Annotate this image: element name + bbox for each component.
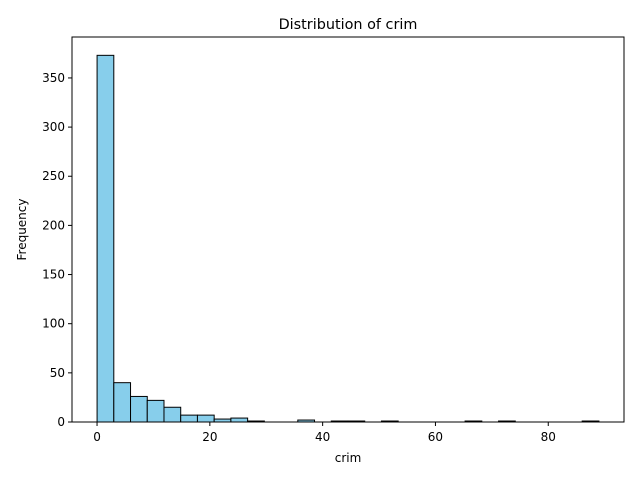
histogram-bar-6: [196, 414, 215, 423]
chart-title: Distribution of crim: [279, 17, 418, 33]
histogram-bar-5: [180, 414, 198, 423]
histogram-bar-3: [146, 399, 165, 423]
y-tick-label: 250: [42, 169, 65, 183]
histogram-bar-4: [163, 406, 182, 423]
histogram-bar-2: [130, 395, 148, 423]
x-tick-label: 60: [428, 430, 443, 444]
histogram-bar-1: [113, 382, 132, 423]
x-axis-ticks: 0 20 40 60 80: [93, 422, 556, 444]
x-tick-label: 80: [541, 430, 556, 444]
y-tick-label: 0: [57, 415, 65, 429]
x-tick-label: 20: [202, 430, 217, 444]
y-tick-label: 200: [42, 218, 65, 232]
y-tick-label: 350: [42, 71, 65, 85]
bars-group: [96, 54, 600, 423]
y-tick-label: 300: [42, 120, 65, 134]
histogram-bar-0: [96, 54, 115, 423]
x-axis-label: crim: [335, 451, 362, 465]
y-axis-label: Frequency: [15, 199, 29, 261]
y-tick-label: 50: [50, 366, 65, 380]
histogram-bar-8: [230, 417, 249, 423]
plot-frame: [71, 36, 625, 423]
x-tick-label: 40: [315, 430, 330, 444]
y-tick-label: 100: [42, 317, 65, 331]
y-tick-label: 150: [42, 268, 65, 282]
x-tick-label: 0: [93, 430, 101, 444]
y-axis-ticks: 0 50 100 150 200 250 300 350: [42, 71, 72, 429]
